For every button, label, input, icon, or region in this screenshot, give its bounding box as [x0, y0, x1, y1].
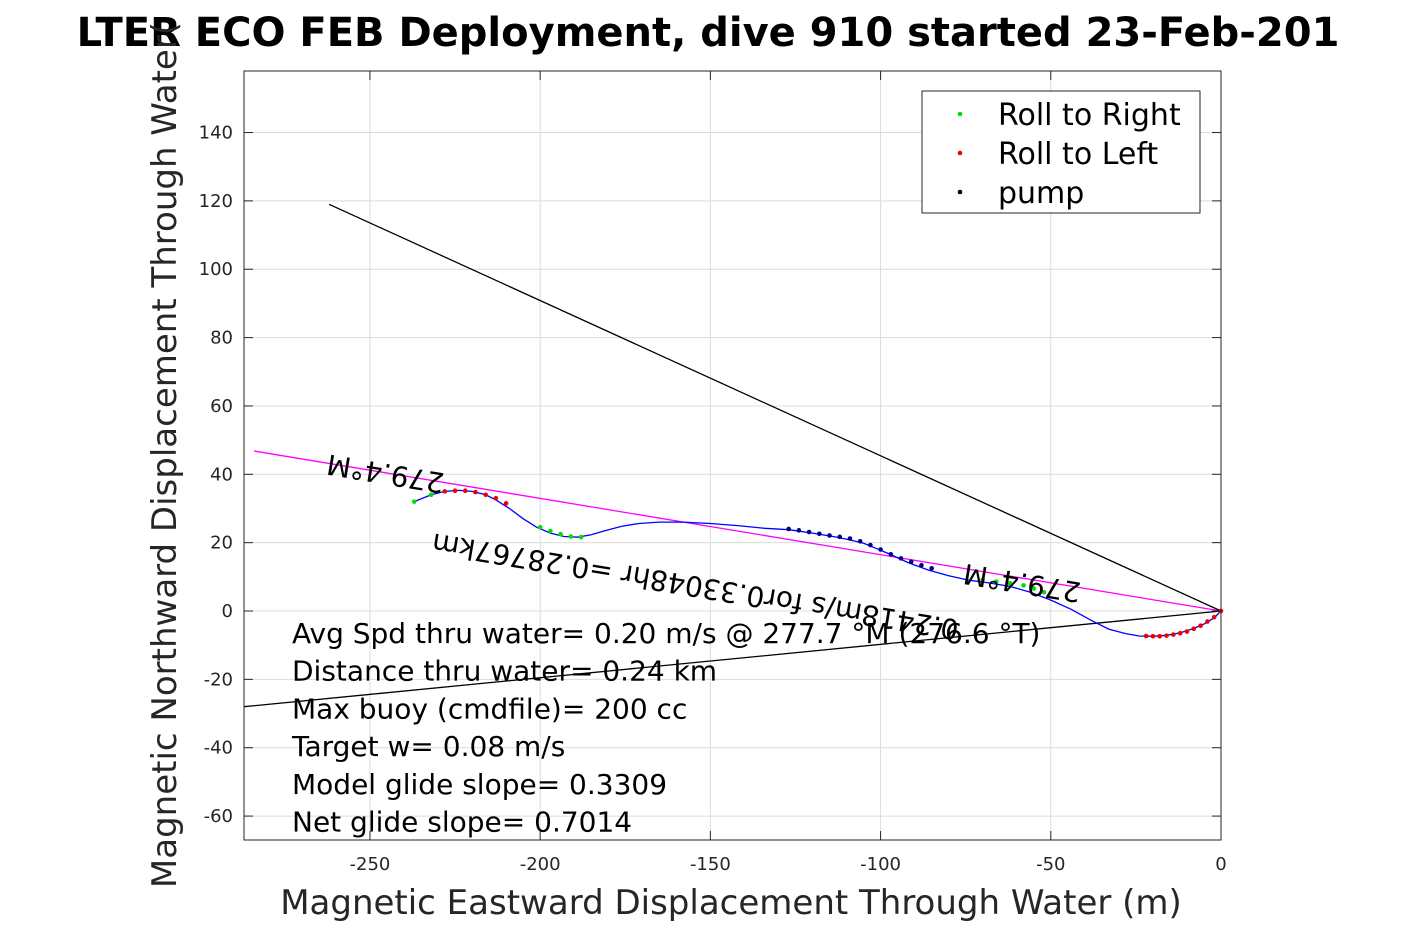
pump-point — [847, 536, 853, 541]
y-axis-label: Magnetic Northward Displacement Through … — [145, 22, 185, 888]
roll-left-point — [462, 488, 468, 494]
pump-point — [919, 562, 924, 568]
roll-left-point — [483, 492, 488, 498]
y-tick-label: 80 — [210, 328, 233, 349]
stat-line: Model glide slope= 0.3309 — [292, 768, 667, 801]
legend-label: pump — [998, 176, 1084, 211]
roll-right-point — [568, 534, 574, 539]
stat-line: Distance thru water= 0.24 km — [292, 655, 717, 688]
roll-left-point — [452, 488, 458, 494]
roll-left-point — [1211, 614, 1217, 620]
legend-label: Roll to Right — [998, 98, 1181, 133]
pump-point — [817, 531, 822, 537]
pump-point — [786, 526, 791, 532]
roll-right-point — [1041, 589, 1047, 595]
track-line — [413, 489, 1222, 637]
roll-left-point — [473, 489, 478, 495]
roll-left-point — [1177, 630, 1183, 636]
roll-left-point — [1157, 634, 1163, 639]
y-tick-label: 140 — [199, 123, 233, 144]
pump-point — [888, 551, 894, 557]
ticks-layer: -250 -200 -150 -100 -50 0-60-40-2002040608010… — [199, 71, 1227, 875]
legend: Roll to Right Roll to Left pump — [921, 90, 1201, 214]
legend-label: Roll to Left — [998, 137, 1158, 172]
legend-marker — [957, 150, 963, 156]
roll-right-point — [994, 579, 999, 584]
pump-point — [796, 528, 802, 533]
roll-right-point — [537, 524, 543, 530]
x-tick-label: -100 — [860, 854, 901, 875]
stat-line: Target w= 0.08 m/s — [291, 730, 565, 763]
y-tick-label: 0 — [222, 601, 233, 622]
roll-right-point — [548, 528, 553, 534]
y-tick-label: -20 — [204, 669, 233, 690]
pump-point — [837, 534, 843, 540]
roll-left-point — [1164, 633, 1169, 638]
x-tick-label: 0 — [1215, 854, 1226, 875]
pump-point — [878, 547, 883, 552]
y-tick-label: -60 — [204, 806, 233, 827]
net-line — [243, 610, 1222, 708]
pump-point — [898, 556, 904, 561]
pump-point — [868, 542, 873, 548]
annotation-text: 279.4°M — [324, 447, 446, 499]
roll-left-point — [442, 489, 448, 494]
stat-line: Net glide slope= 0.7014 — [292, 806, 632, 839]
pump-point — [857, 538, 863, 544]
x-tick-label: -50 — [1036, 854, 1065, 875]
roll-left-point — [1198, 623, 1203, 629]
stats-block: Avg Spd thru water= 0.20 m/s @ 277.7 °M … — [291, 617, 1040, 839]
heading-line — [254, 450, 1222, 612]
y-tick-label: 40 — [210, 464, 233, 485]
y-tick-label: 100 — [199, 259, 233, 280]
stat-line: Avg Spd thru water= 0.20 m/s @ 277.7 °M … — [292, 617, 1040, 650]
pump-point — [908, 559, 914, 565]
plot-area — [243, 70, 1222, 841]
x-tick-label: -200 — [520, 854, 561, 875]
roll-left-point — [503, 501, 509, 506]
x-tick-label: -250 — [350, 854, 391, 875]
y-tick-label: 20 — [210, 533, 233, 554]
pump-point — [827, 533, 832, 538]
x-axis-label: Magnetic Eastward Displacement Through W… — [280, 883, 1182, 923]
reference-lines — [243, 203, 1222, 708]
legend-box — [921, 90, 1201, 214]
pump-point — [929, 565, 934, 571]
roll-right-point — [1007, 581, 1013, 586]
series-layer — [411, 488, 1224, 639]
current-line — [328, 203, 1222, 612]
roll-right-point — [428, 492, 434, 498]
annotation-text: 279.4°M — [961, 557, 1083, 609]
roll-right-point — [1031, 586, 1037, 591]
y-tick-label: 120 — [199, 191, 233, 212]
roll-right-point — [1021, 583, 1026, 588]
roll-right-point — [411, 499, 417, 504]
y-tick-label: -40 — [204, 738, 233, 759]
x-tick-label: -150 — [690, 854, 731, 875]
roll-left-point — [1171, 632, 1176, 637]
legend-marker — [957, 189, 963, 195]
legend-marker — [957, 111, 963, 117]
roll-right-point — [558, 531, 563, 537]
stat-line: Max buoy (cmdfile)= 200 cc — [292, 692, 687, 725]
roll-left-point — [1143, 633, 1149, 639]
y-tick-label: 60 — [210, 396, 233, 417]
roll-left-point — [1184, 629, 1190, 634]
roll-left-point — [493, 495, 499, 501]
roll-left-point — [1205, 619, 1210, 624]
roll-left-point — [1191, 626, 1197, 632]
chart-title: LTER ECO FEB Deployment, dive 910 starte… — [77, 10, 1340, 56]
roll-right-point — [980, 577, 986, 582]
roll-right-point — [578, 534, 584, 540]
pump-point — [806, 529, 812, 535]
roll-left-point — [1150, 634, 1156, 639]
